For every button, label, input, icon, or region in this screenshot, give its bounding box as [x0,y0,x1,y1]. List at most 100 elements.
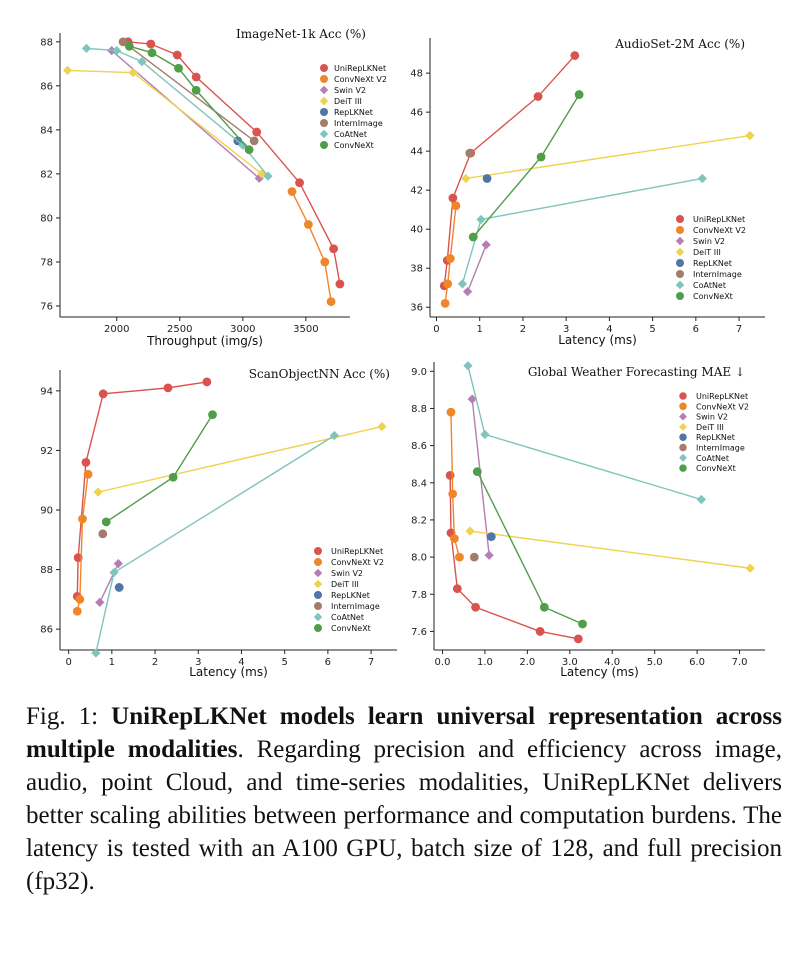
series-line [122,41,255,142]
legend-label: ConvNeXt [696,464,736,473]
data-point [329,430,339,441]
legend-label: ConvNeXt [331,624,371,633]
legend-label: InternImage [693,270,742,279]
legend-marker [679,422,687,431]
legend-marker [320,119,328,127]
legend-label: ConvNeXt V2 [334,75,387,84]
data-point [469,552,479,562]
series-convnext-v2 [287,187,336,306]
data-point [484,550,494,560]
x-tick-label: 2 [520,324,526,335]
x-axis-label: Latency (ms) [560,665,639,679]
legend-label: DeiT III [334,97,362,106]
legend: UniRepLKNet ConvNeXt V2 Swin V2 DeiT III Rep… [319,64,387,150]
caption-bold-text: UniRepLKNet models learn universal repre… [26,703,783,763]
x-tick-label: 1 [109,657,115,668]
legend-label: Swin V2 [334,86,366,95]
legend-marker [314,558,322,566]
y-tick-label: 80 [40,213,53,224]
series-unireplknet [72,377,212,601]
legend-label: Swin V2 [696,413,728,422]
x-axis-label: Latency (ms) [558,333,637,347]
series-line [476,471,583,625]
y-tick-label: 86 [40,81,53,92]
series-coatnet [463,361,706,505]
legend-label: Swin V2 [693,237,725,246]
series-line [105,414,214,523]
x-tick-label: 1 [477,324,483,335]
series-line [97,425,383,493]
data-point [295,178,304,188]
series-line [472,94,580,238]
y-tick-label: 78 [40,257,53,268]
data-point [109,567,119,578]
data-point [573,634,583,644]
data-point [62,65,73,76]
data-point [112,45,122,56]
data-point [91,648,101,658]
data-point [486,532,496,542]
series-line [449,475,579,640]
series-coatnet [81,43,273,181]
chart-title: ImageNet-1k Acc (%) [236,27,366,41]
series-swin-v2 [95,558,123,607]
data-point [443,279,453,289]
data-point [461,173,471,184]
series-convnext-v2 [446,407,464,562]
data-point [335,279,345,289]
legend-label: ConvNeXt V2 [696,402,749,411]
legend-marker [313,612,323,622]
series-coatnet [91,430,339,658]
series-line [129,45,250,151]
data-point [98,529,108,539]
y-tick-label: 88 [40,37,53,48]
x-tick-label: 3000 [230,324,255,335]
legend-label: CoAtNet [334,130,367,139]
data-point [191,72,201,82]
x-tick-label: 5.0 [647,657,663,668]
legend-label: ConvNeXt [693,292,733,301]
data-point [481,240,491,250]
data-point [78,514,87,524]
data-point [452,584,462,594]
data-point [574,90,584,99]
y-tick-label: 36 [410,303,423,314]
data-point [445,470,455,480]
data-point [467,394,477,404]
data-point [72,606,82,616]
data-point [455,552,464,562]
data-point [448,489,458,499]
x-tick-label: 2 [152,657,158,668]
x-tick-label: 2.0 [519,657,535,668]
legend-marker [314,602,322,610]
data-point [320,257,330,267]
data-point [147,48,157,58]
data-point [536,152,546,162]
data-point [244,145,254,155]
y-tick-label: 8.8 [411,404,427,415]
x-tick-label: 5 [649,324,655,335]
y-tick-label: 8.2 [411,515,427,526]
data-point [457,279,468,289]
caption-body-text: . Regarding precision and efficiency acr… [26,736,782,895]
x-tick-label: 3500 [293,324,318,335]
legend-label: Swin V2 [331,569,363,578]
data-point [445,254,455,263]
x-tick-label: 4 [606,324,612,335]
y-tick-label: 7.6 [411,627,427,638]
legend-label: UniRepLKNet [696,392,748,401]
series-line [128,41,341,285]
legend-label: UniRepLKNet [693,215,745,224]
series-internimage [465,148,475,158]
series-unireplknet [123,37,345,289]
series-line [291,191,332,302]
data-point [468,232,478,242]
y-tick-label: 42 [410,186,423,197]
series-convnext [124,41,254,155]
data-point [114,583,124,592]
series-line [461,177,703,285]
x-tick-label: 4 [238,657,244,668]
x-tick-label: 7.0 [732,657,748,668]
series-internimage [98,529,108,539]
series-internimage [469,552,479,562]
